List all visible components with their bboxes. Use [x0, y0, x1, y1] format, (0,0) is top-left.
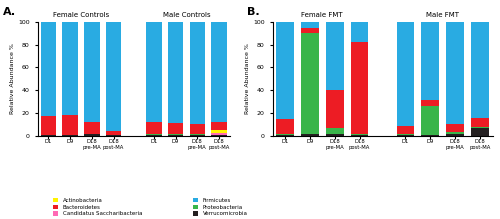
Bar — [146, 122, 162, 134]
Bar — [422, 106, 440, 135]
Bar — [301, 28, 318, 33]
Text: Female FMT: Female FMT — [302, 12, 343, 18]
Bar — [62, 115, 78, 135]
Bar — [471, 128, 489, 136]
Bar — [212, 130, 227, 133]
Bar — [350, 134, 368, 135]
Bar — [446, 124, 464, 132]
Y-axis label: Relative Abundance %: Relative Abundance % — [246, 43, 250, 114]
Bar — [146, 135, 162, 136]
Bar — [40, 117, 56, 135]
Bar — [326, 128, 344, 134]
Bar — [106, 135, 122, 136]
Bar — [84, 134, 100, 136]
Bar — [471, 22, 489, 118]
Bar — [326, 90, 344, 128]
Bar — [350, 22, 368, 42]
Bar — [146, 22, 162, 122]
Bar — [446, 132, 464, 134]
Bar — [212, 135, 227, 136]
Bar — [396, 135, 414, 136]
Bar — [326, 22, 344, 90]
Bar — [446, 22, 464, 124]
Bar — [396, 22, 414, 125]
Text: Male Controls: Male Controls — [162, 12, 210, 18]
Text: A.: A. — [2, 7, 16, 17]
Bar — [84, 122, 100, 134]
Bar — [301, 33, 318, 134]
Bar — [106, 22, 122, 131]
Bar — [146, 134, 162, 135]
Bar — [40, 22, 56, 117]
Legend: Actinobacteria, Bacteroidetes, Candidatus Saccharibacteria: Actinobacteria, Bacteroidetes, Candidatu… — [53, 198, 142, 216]
Bar — [350, 135, 368, 136]
Bar — [326, 134, 344, 136]
Bar — [301, 134, 318, 136]
Bar — [190, 135, 205, 136]
Bar — [396, 134, 414, 135]
Bar — [422, 135, 440, 136]
Text: Male FMT: Male FMT — [426, 12, 460, 18]
Bar — [212, 133, 227, 135]
Legend: Firmicutes, Proteobacteria, Verrucomicrobia: Firmicutes, Proteobacteria, Verrucomicro… — [193, 198, 248, 216]
Y-axis label: Relative Abundance %: Relative Abundance % — [10, 43, 16, 114]
Bar — [396, 125, 414, 134]
Bar — [446, 134, 464, 136]
Bar — [276, 134, 294, 135]
Bar — [106, 131, 122, 135]
Bar — [276, 22, 294, 119]
Bar — [62, 135, 78, 136]
Bar — [212, 122, 227, 130]
Bar — [212, 22, 227, 122]
Bar — [40, 135, 56, 136]
Bar — [168, 123, 184, 134]
Bar — [422, 101, 440, 106]
Bar — [168, 135, 184, 136]
Bar — [190, 22, 205, 124]
Bar — [190, 124, 205, 134]
Text: B.: B. — [248, 7, 260, 17]
Bar — [168, 22, 184, 123]
Bar — [471, 118, 489, 127]
Bar — [350, 42, 368, 134]
Text: Female Controls: Female Controls — [53, 12, 109, 18]
Bar — [190, 134, 205, 135]
Bar — [62, 22, 78, 115]
Bar — [422, 22, 440, 101]
Bar — [168, 134, 184, 135]
Bar — [276, 135, 294, 136]
Bar — [276, 119, 294, 134]
Bar — [471, 127, 489, 128]
Bar — [84, 22, 100, 122]
Bar — [301, 22, 318, 28]
